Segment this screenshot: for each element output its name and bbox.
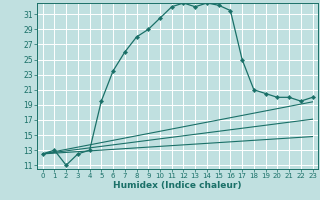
- X-axis label: Humidex (Indice chaleur): Humidex (Indice chaleur): [113, 181, 242, 190]
